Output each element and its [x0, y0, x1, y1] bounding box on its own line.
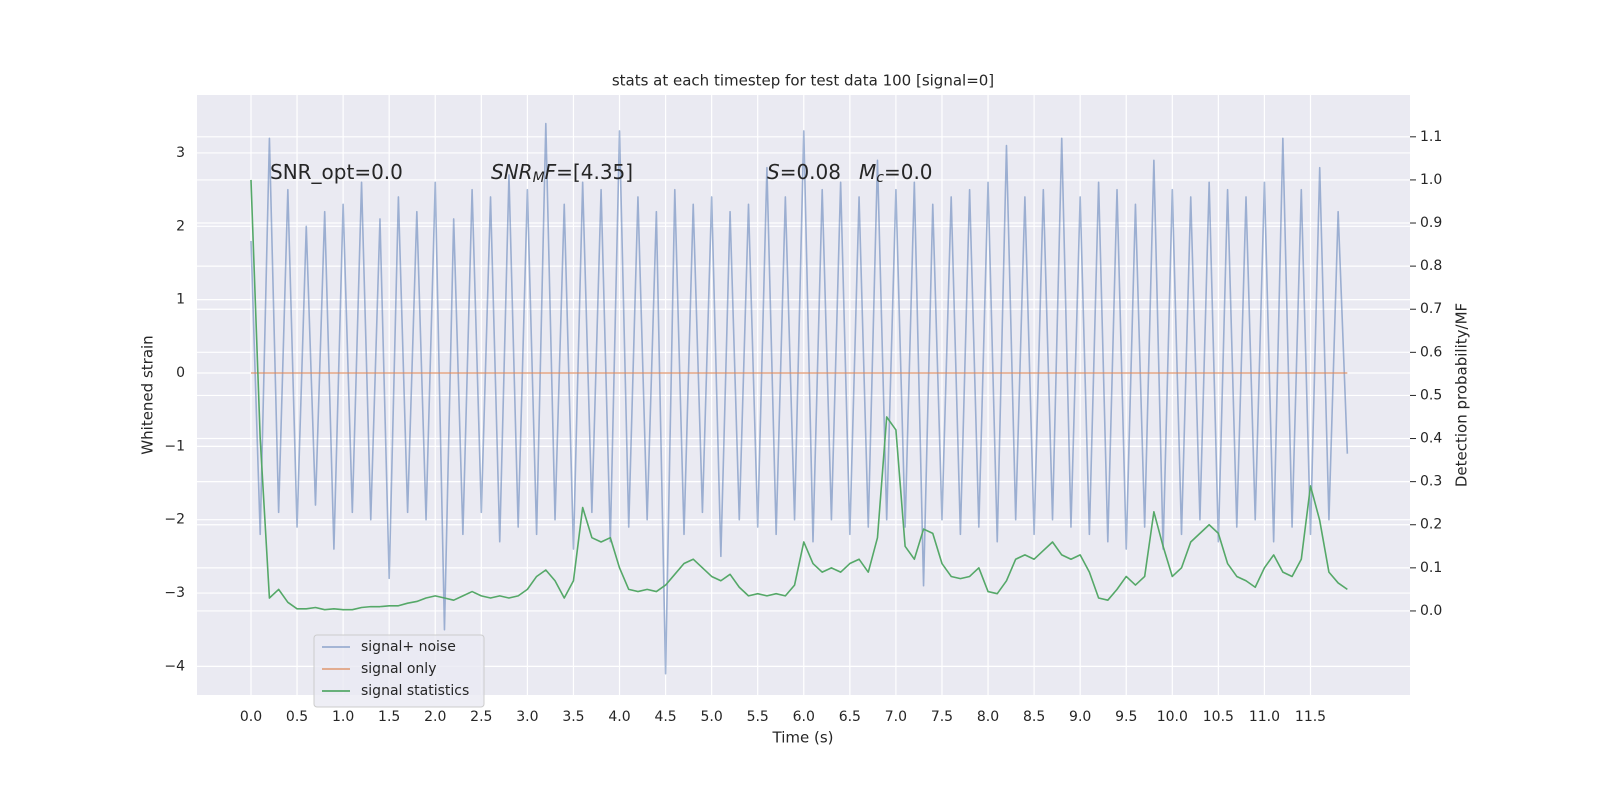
annotation-part: SNR [491, 160, 533, 184]
x-tick-label: 4.0 [608, 709, 630, 725]
annotation-part: =0.0 [884, 160, 933, 184]
chart-title: stats at each timestep for test data 100… [612, 72, 994, 90]
x-tick-label: 0.0 [240, 709, 262, 725]
y2-tick-label: 0.9 [1420, 215, 1442, 231]
y2-tick-label: 0.6 [1420, 344, 1442, 360]
x-tick-label: 3.0 [516, 709, 538, 725]
y2-tick-label: 0.5 [1420, 387, 1442, 403]
annotation-part: =0.08 [780, 160, 841, 184]
annotation-part: M [859, 160, 876, 184]
x-tick-label: 10.5 [1203, 709, 1234, 725]
annotation-part: S [767, 160, 780, 184]
x-tick-label: 2.5 [470, 709, 492, 725]
legend-label: signal+ noise [361, 639, 456, 655]
x-tick-label: 6.0 [793, 709, 815, 725]
y-tick-label: 0 [176, 365, 185, 381]
x-tick-label: 7.0 [885, 709, 907, 725]
x-axis-label: Time (s) [772, 729, 834, 747]
x-tick-label: 1.5 [378, 709, 400, 725]
y2-axis-label: Detection probability/MF [1453, 303, 1471, 487]
y2-tick-label: 0.2 [1420, 517, 1442, 533]
x-tick-label: 3.5 [562, 709, 584, 725]
x-tick-label: 6.5 [839, 709, 861, 725]
x-tick-label: 11.0 [1249, 709, 1280, 725]
series-line [250, 122, 1349, 675]
x-tick-label: 0.5 [286, 709, 308, 725]
y2-tick-label: 0.7 [1420, 301, 1442, 317]
y2-tick-label: 0.8 [1420, 258, 1442, 274]
annotation-part: F [545, 160, 557, 184]
y-tick-label: 1 [176, 292, 185, 308]
legend-box [313, 634, 485, 708]
series-line [250, 179, 1348, 611]
y2-tick-label: 0.0 [1420, 603, 1442, 619]
y-tick-label: −2 [164, 512, 185, 528]
legend: signal+ noise signal only signal statistic… [313, 634, 485, 708]
annotation-part: c [876, 170, 884, 186]
x-tick-label: 10.0 [1157, 709, 1188, 725]
x-tick-label: 9.0 [1069, 709, 1091, 725]
annotation-part: M [533, 170, 545, 186]
x-tick-label: 2.0 [424, 709, 446, 725]
x-tick-label: 4.5 [654, 709, 676, 725]
y-tick-label: −1 [164, 438, 185, 454]
y-axis-label: Whitened strain [139, 335, 157, 454]
y-tick-label: −4 [164, 658, 185, 674]
x-tick-label: 8.0 [977, 709, 999, 725]
x-tick-label: 5.0 [701, 709, 723, 725]
legend-label: signal statistics [361, 683, 469, 699]
y-tick-label: 3 [176, 145, 185, 161]
annotations: SNR_opt=0.0 SNRMF=[4.35] S=0.08 Mc=0.0 [270, 160, 933, 187]
y-tick-label: −3 [164, 585, 185, 601]
y2-tick-label: 1.1 [1420, 129, 1442, 145]
annotation-part: =[4.35] [556, 160, 633, 184]
legend-label: signal only [361, 661, 436, 677]
marks [250, 122, 1349, 675]
y2-tick-label: 0.1 [1420, 560, 1442, 576]
annotation: Mc=0.0 [859, 160, 933, 187]
x-tick-label: 9.5 [1115, 709, 1137, 725]
annotation: SNR_opt=0.0 [270, 160, 403, 184]
x-tick-label: 8.5 [1023, 709, 1045, 725]
annotation-part: SNR_opt=0.0 [270, 160, 403, 184]
annotation: SNRMF=[4.35] [491, 160, 633, 187]
y2-tick-label: 0.4 [1420, 431, 1442, 447]
y2-tick-label: 1.0 [1420, 172, 1442, 188]
x-tick-label: 7.5 [931, 709, 953, 725]
y2-tick-label: 0.3 [1420, 474, 1442, 490]
x-tick-label: 1.0 [332, 709, 354, 725]
labels: 0.0 0.5 1.0 1.5 2.0 2.5 3.0 3.5 4.0 4.5 5.0 5.5 6.0 6… [164, 129, 1442, 725]
y-tick-label: 2 [176, 218, 185, 234]
x-tick-label: 5.5 [747, 709, 769, 725]
x-tick-label: 11.5 [1295, 709, 1326, 725]
annotation: S=0.08 [767, 160, 841, 184]
